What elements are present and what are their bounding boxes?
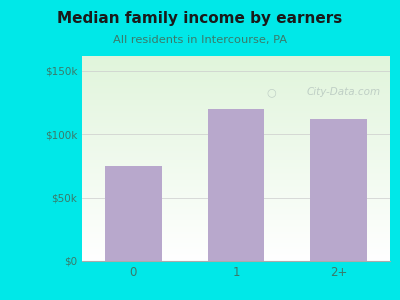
Text: City-Data.com: City-Data.com (307, 88, 381, 98)
Bar (208, 109, 264, 261)
Text: All residents in Intercourse, PA: All residents in Intercourse, PA (113, 34, 287, 44)
Text: ○: ○ (267, 88, 276, 98)
Text: Median family income by earners: Median family income by earners (57, 11, 343, 26)
Bar (105, 166, 162, 261)
Bar (310, 119, 367, 261)
